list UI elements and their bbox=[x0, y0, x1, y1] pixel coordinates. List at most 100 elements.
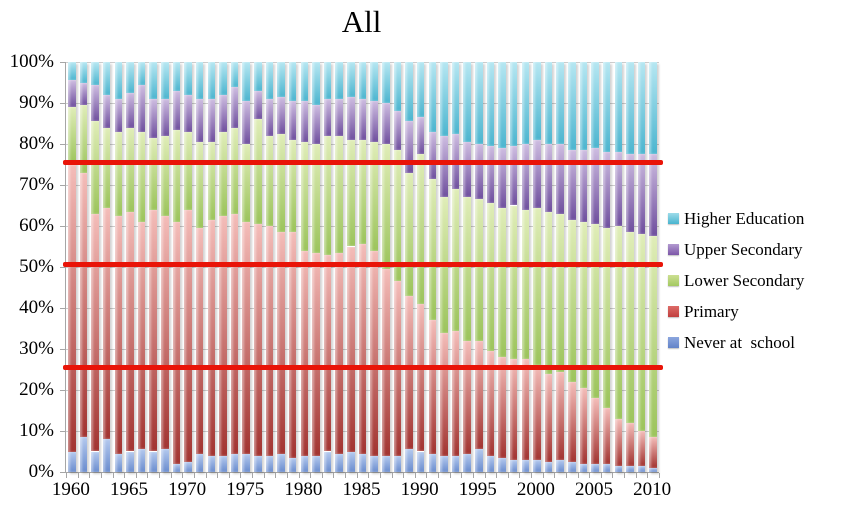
bar-segment-higher-education bbox=[440, 62, 448, 136]
x-axis-tick bbox=[228, 473, 230, 478]
bar-segment-upper-secondary bbox=[486, 146, 495, 204]
bar-segment-upper-secondary bbox=[288, 100, 297, 140]
plot-area bbox=[60, 62, 663, 478]
bar-1987 bbox=[382, 62, 390, 472]
bar-segment-lower-secondary bbox=[347, 139, 355, 247]
legend-swatch bbox=[668, 213, 679, 224]
bar-2003 bbox=[568, 62, 576, 472]
bar-1989 bbox=[405, 62, 413, 472]
bar-segment-lower-secondary bbox=[358, 139, 367, 245]
x-axis-tick bbox=[659, 473, 660, 478]
x-axis-tick bbox=[438, 473, 440, 478]
x-axis-tick bbox=[531, 473, 533, 478]
x-axis-tick bbox=[275, 473, 277, 478]
x-axis-tick bbox=[554, 473, 556, 478]
x-axis-tick bbox=[100, 473, 102, 478]
bar-1986 bbox=[370, 62, 378, 472]
x-axis-tick bbox=[345, 473, 347, 478]
bar-segment-upper-secondary bbox=[463, 141, 471, 198]
bar-segment-higher-education bbox=[626, 62, 634, 155]
bar-segment-never-at-school bbox=[172, 463, 181, 472]
bar-segment-never-at-school bbox=[114, 453, 123, 472]
bar-segment-higher-education bbox=[300, 62, 309, 101]
bar-segment-never-at-school bbox=[68, 451, 76, 472]
bar-segment-primary bbox=[556, 371, 564, 460]
bar-1961 bbox=[79, 62, 88, 472]
x-axis-tick bbox=[286, 473, 288, 478]
bar-segment-lower-secondary bbox=[428, 178, 436, 321]
bar-segment-primary bbox=[300, 250, 309, 456]
x-axis-tick bbox=[89, 473, 91, 478]
x-axis-tick bbox=[484, 473, 486, 478]
bar-segment-lower-secondary bbox=[288, 139, 297, 233]
bar-segment-lower-secondary bbox=[277, 133, 285, 233]
bar-segment-never-at-school bbox=[463, 453, 471, 472]
bar-segment-lower-secondary bbox=[463, 197, 471, 341]
bar-segment-lower-secondary bbox=[207, 141, 216, 220]
x-axis-tick bbox=[472, 473, 474, 478]
reference-line-25.5 bbox=[63, 364, 663, 370]
bar-segment-higher-education bbox=[579, 62, 588, 151]
bar-segment-never-at-school bbox=[475, 449, 483, 472]
reference-line-75.5 bbox=[63, 159, 663, 165]
x-axis-tick bbox=[449, 473, 451, 478]
y-axis-label: 70% bbox=[19, 174, 54, 195]
bar-segment-primary bbox=[312, 252, 320, 456]
bar-segment-upper-secondary bbox=[265, 98, 274, 136]
x-axis-tick bbox=[565, 473, 567, 478]
bar-segment-primary bbox=[184, 209, 192, 462]
bar-segment-higher-education bbox=[602, 62, 611, 153]
bar-segment-primary bbox=[126, 211, 134, 452]
x-axis-tick bbox=[589, 473, 591, 478]
bar-segment-never-at-school bbox=[637, 465, 646, 472]
bar-segment-upper-secondary bbox=[219, 94, 227, 132]
bar-segment-primary bbox=[102, 207, 111, 440]
bar-segment-primary bbox=[533, 365, 541, 460]
bar-segment-lower-secondary bbox=[451, 189, 460, 331]
bar-1995 bbox=[475, 62, 483, 472]
bar-1997 bbox=[498, 62, 506, 472]
bar-2000 bbox=[533, 62, 541, 472]
bar-segment-lower-secondary bbox=[533, 207, 541, 366]
bar-segment-primary bbox=[161, 215, 169, 450]
bar-segment-higher-education bbox=[242, 62, 250, 101]
bar-segment-primary bbox=[265, 226, 274, 456]
bar-1985 bbox=[358, 62, 367, 472]
bar-segment-primary bbox=[451, 330, 460, 456]
bar-segment-higher-education bbox=[288, 62, 297, 101]
bar-segment-primary bbox=[509, 359, 518, 460]
bar-segment-lower-secondary bbox=[184, 131, 192, 210]
bar-segment-higher-education bbox=[382, 62, 390, 103]
chart-title: All bbox=[341, 4, 382, 39]
bar-segment-never-at-school bbox=[556, 459, 564, 472]
y-axis-tick bbox=[60, 144, 66, 145]
bar-segment-primary bbox=[347, 246, 355, 452]
bar-segment-lower-secondary bbox=[579, 221, 588, 388]
bar-segment-never-at-school bbox=[370, 455, 378, 472]
x-axis-tick bbox=[66, 473, 67, 478]
x-axis-label: 1995 bbox=[458, 479, 497, 500]
x-axis-tick bbox=[170, 473, 172, 478]
bar-segment-higher-education bbox=[161, 62, 169, 99]
bar-segment-never-at-school bbox=[323, 451, 332, 472]
y-axis-label: 80% bbox=[19, 133, 54, 154]
bar-segment-higher-education bbox=[79, 62, 88, 83]
bar-segment-upper-secondary bbox=[626, 154, 634, 233]
bar-segment-higher-education bbox=[68, 62, 76, 81]
x-axis-tick bbox=[519, 473, 521, 478]
bar-segment-never-at-school bbox=[649, 467, 657, 472]
bar-segment-upper-secondary bbox=[370, 100, 378, 142]
bar-segment-never-at-school bbox=[230, 453, 239, 472]
bar-segment-primary bbox=[219, 215, 227, 456]
bar-segment-higher-education bbox=[451, 62, 460, 134]
bar-segment-higher-education bbox=[521, 62, 530, 144]
bar-segment-lower-secondary bbox=[556, 213, 564, 372]
bar-1960 bbox=[68, 62, 76, 472]
x-axis-label: 1975 bbox=[226, 479, 265, 500]
bar-segment-never-at-school bbox=[312, 455, 320, 472]
legend-swatch bbox=[668, 306, 679, 317]
bar-segment-lower-secondary bbox=[393, 150, 402, 282]
x-axis-tick bbox=[112, 473, 114, 478]
bar-segment-primary bbox=[544, 373, 553, 462]
